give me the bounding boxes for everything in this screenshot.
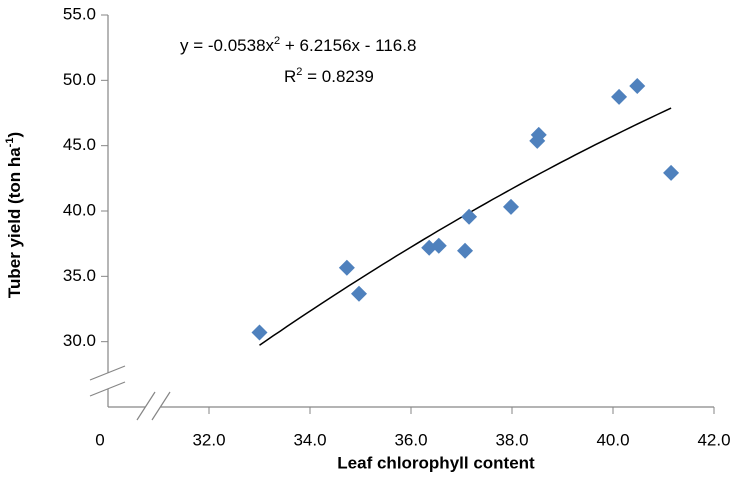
data-point [338, 259, 355, 276]
data-point [430, 237, 447, 254]
trendline-r-squared: R2 = 0.8239 [284, 66, 374, 87]
trendline-equation: y = -0.0538x2 + 6.2156x - 116.8 [180, 35, 416, 56]
y-tick-label: 35.0 [63, 266, 96, 285]
data-point [502, 198, 519, 215]
y-axis-label: Tuber yield (ton ha-1) [4, 132, 25, 298]
data-point [663, 164, 680, 181]
data-point [461, 208, 478, 225]
x-tick-label: 34.0 [293, 430, 326, 449]
data-point [350, 285, 367, 302]
y-tick-label: 45.0 [63, 135, 96, 154]
x-tick-label: 40.0 [596, 430, 629, 449]
trendline [259, 107, 672, 346]
y-tick-label: 55.0 [63, 4, 96, 23]
data-point [629, 77, 646, 94]
data-point [457, 242, 474, 259]
x-tick-label: 36.0 [394, 430, 427, 449]
data-point [611, 88, 628, 105]
data-point [251, 324, 268, 341]
data-point [530, 126, 547, 143]
y-tick-label: 30.0 [63, 331, 96, 350]
x-axis-label: Leaf chlorophyll content [337, 453, 535, 472]
x-tick-label: 38.0 [495, 430, 528, 449]
x-tick-label: 32.0 [192, 430, 225, 449]
y-tick-label: 50.0 [63, 70, 96, 89]
x-tick-label: 42.0 [697, 430, 730, 449]
x-tick-label: 0 [95, 430, 104, 449]
axis-break [89, 365, 171, 421]
y-tick-label: 40.0 [63, 200, 96, 219]
